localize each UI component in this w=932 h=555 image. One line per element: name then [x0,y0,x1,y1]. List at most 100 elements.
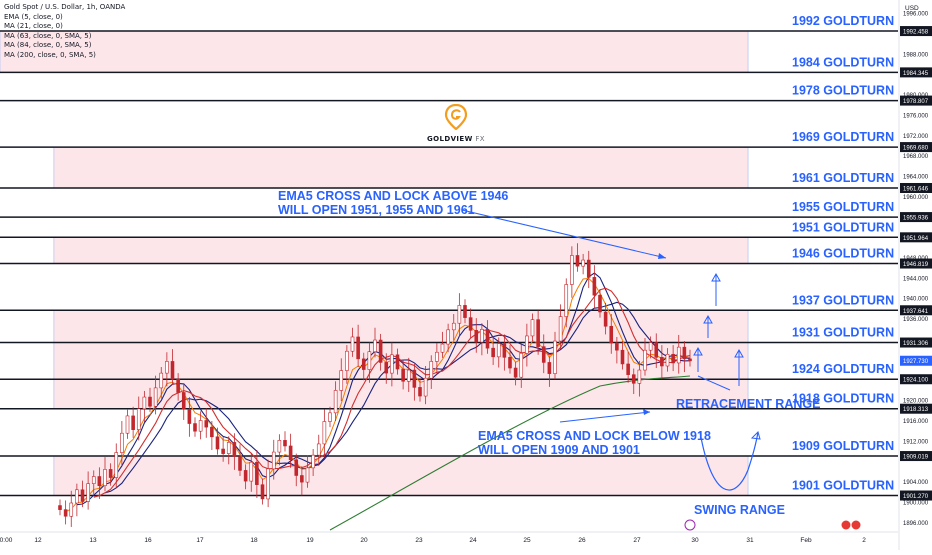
candle-body[interactable] [564,284,569,317]
candle-body[interactable] [530,319,535,337]
candle-body[interactable] [412,369,417,388]
candle-body[interactable] [311,454,315,469]
candle-body[interactable] [333,390,338,414]
candle-body[interactable] [283,440,287,447]
candle-body[interactable] [592,277,597,296]
goldturn-label[interactable]: 1955 GOLDTURN [792,200,894,214]
candle-body[interactable] [75,489,79,504]
candle-body[interactable] [541,346,546,363]
candle-body[interactable] [108,469,113,478]
candle-body[interactable] [637,369,642,384]
candle-body[interactable] [558,316,563,342]
level-price-tag[interactable] [900,26,932,37]
candle-body[interactable] [136,408,141,430]
zone-rect[interactable] [53,146,749,189]
level-price-tag[interactable] [900,258,932,269]
candle-body[interactable] [502,343,507,358]
candle-body[interactable] [480,329,484,343]
candle-body[interactable] [255,461,259,485]
candle-body[interactable] [418,387,422,397]
candle-body[interactable] [142,396,147,410]
candle-body[interactable] [536,319,540,347]
level-price-tag[interactable] [900,337,932,348]
symbol-title[interactable]: Gold Spot / U.S. Dollar, 1h, OANDA [4,3,126,11]
level-price-tag[interactable] [900,212,932,223]
candle-body[interactable] [429,361,434,379]
candle-body[interactable] [496,343,501,358]
candle-body[interactable] [187,408,192,424]
candle-body[interactable] [373,339,377,353]
candle-body[interactable] [457,305,462,324]
candle-body[interactable] [165,361,169,374]
candle-body[interactable] [277,440,282,453]
level-price-tag[interactable] [900,95,932,106]
candle-body[interactable] [232,442,237,457]
candle-body[interactable] [300,475,304,483]
candle-body[interactable] [468,317,473,331]
candle-body[interactable] [660,357,664,367]
candle-body[interactable] [525,335,529,354]
candle-body[interactable] [440,343,445,353]
annotation-ema5-below-line2[interactable]: WILL OPEN 1909 AND 1901 [478,443,640,457]
candle-body[interactable] [215,436,220,450]
candle-body[interactable] [91,476,96,484]
candle-body[interactable] [513,367,518,378]
candle-body[interactable] [294,459,299,476]
candle-body[interactable] [148,396,152,407]
candle-body[interactable] [390,354,394,374]
candle-body[interactable] [97,476,102,486]
level-price-tag[interactable] [900,142,932,153]
candle-body[interactable] [603,311,608,327]
candle-body[interactable] [519,352,524,378]
candle-body[interactable] [485,329,490,349]
candle-body[interactable] [435,351,439,362]
candle-body[interactable] [249,461,254,482]
candle-body[interactable] [316,443,321,456]
candle-body[interactable] [176,378,180,393]
ema5-line[interactable] [65,277,691,513]
candle-body[interactable] [288,445,293,461]
event-marker-icon[interactable] [684,519,696,531]
candle-body[interactable] [153,387,158,407]
goldturn-label[interactable]: 1946 GOLDTURN [792,247,894,261]
candle-body[interactable] [631,374,636,384]
level-price-tag[interactable] [900,403,932,414]
candle-body[interactable] [654,342,659,358]
candle-body[interactable] [204,420,209,428]
candle-body[interactable] [159,372,164,389]
candle-body[interactable] [671,353,675,364]
candle-body[interactable] [688,358,692,362]
candle-body[interactable] [131,415,135,430]
candle-body[interactable] [395,354,400,370]
annotation-retracement-range[interactable]: RETRACEMENT RANGE [676,397,820,411]
goldturn-label[interactable]: 1992 GOLDTURN [792,14,894,28]
zone-rect[interactable] [0,30,749,73]
level-price-tag[interactable] [900,67,932,78]
candle-body[interactable] [598,294,602,313]
level-price-tag[interactable] [900,232,932,243]
goldturn-label[interactable]: 1901 GOLDTURN [792,479,894,493]
candle-body[interactable] [210,426,214,438]
candle-body[interactable] [356,336,360,360]
indicator-ma200[interactable]: MA (200, close, 0, SMA, 5) [4,50,96,59]
us-flag-icon[interactable] [851,520,861,530]
candle-body[interactable] [86,483,90,502]
annotation-ema5-above-line1[interactable]: EMA5 CROSS AND LOCK ABOVE 1946 [278,189,508,203]
candle-body[interactable] [648,342,653,351]
goldturn-label[interactable]: 1931 GOLDTURN [792,326,894,340]
level-price-tag[interactable] [900,451,932,462]
candle-body[interactable] [120,432,124,453]
candle-body[interactable] [423,377,428,397]
candle-body[interactable] [305,467,310,483]
candle-body[interactable] [103,469,107,486]
goldturn-label[interactable]: 1937 GOLDTURN [792,293,894,307]
goldturn-label[interactable]: 1978 GOLDTURN [792,84,894,98]
candle-body[interactable] [266,468,270,500]
candle-body[interactable] [345,350,349,371]
candle-body[interactable] [339,370,344,391]
zone-rect[interactable] [53,455,749,496]
candle-body[interactable] [198,420,203,432]
indicator-ma21[interactable]: MA (21, close, 0) [4,22,63,31]
annotation-ema5-above-line2[interactable]: WILL OPEN 1951, 1955 AND 1961 [278,203,475,217]
